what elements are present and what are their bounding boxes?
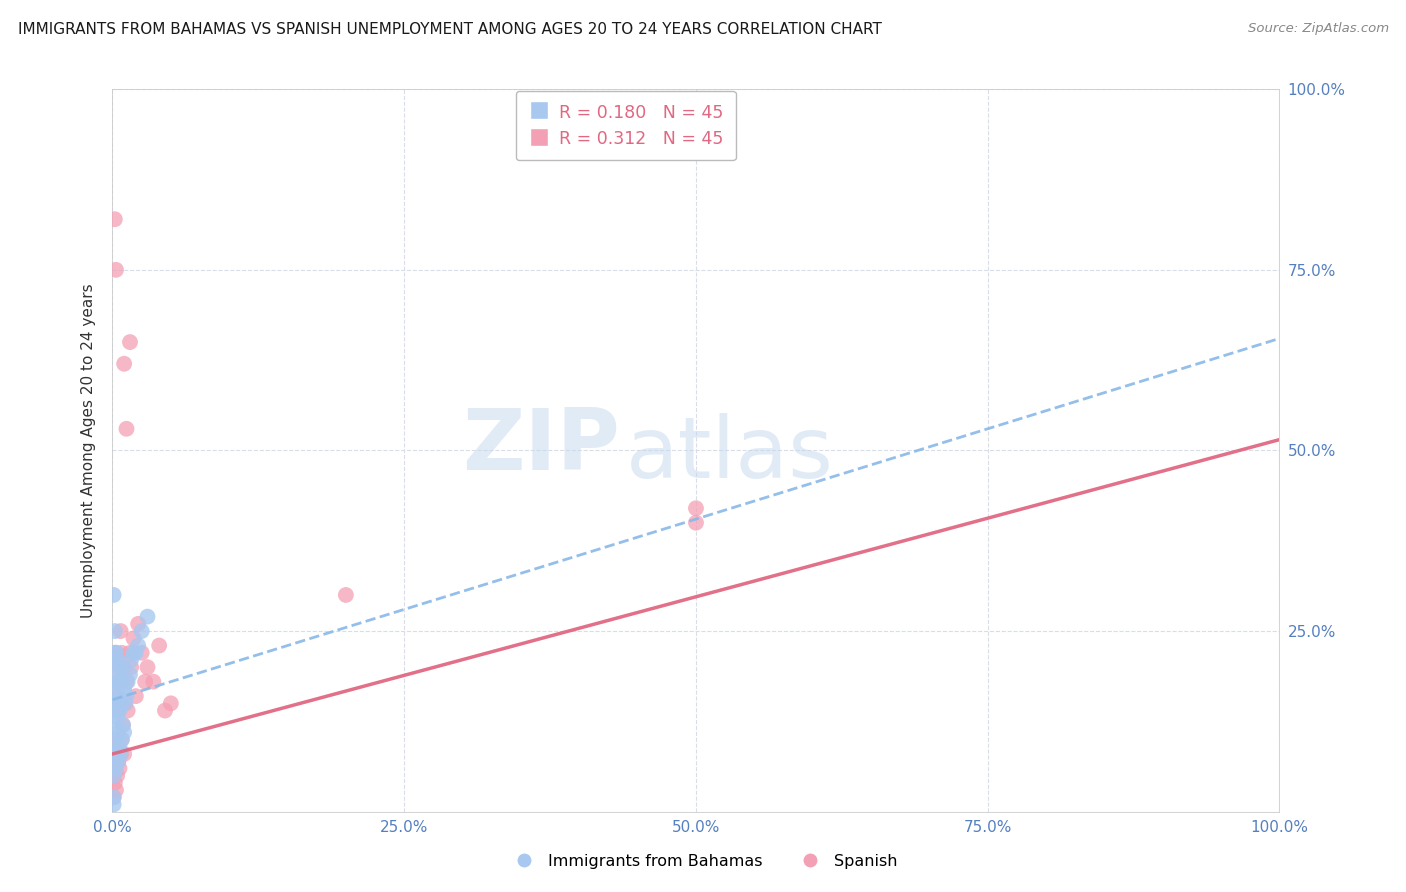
Point (104, 624, 127, 639)
Point (115, 689, 138, 703)
Text: Source: ZipAtlas.com: Source: ZipAtlas.com (1249, 22, 1389, 36)
Point (104, 732, 127, 747)
Point (104, 689, 127, 703)
Point (103, 739, 125, 754)
Point (104, 696, 127, 710)
Point (105, 653, 128, 667)
Point (136, 660, 159, 674)
Point (111, 674, 134, 689)
Point (104, 689, 127, 703)
Point (104, 747, 127, 761)
Point (120, 660, 142, 674)
Point (125, 646, 148, 660)
Point (111, 718, 134, 732)
Point (136, 609, 159, 624)
Point (335, 588, 357, 602)
Point (103, 790, 125, 805)
Point (111, 732, 134, 747)
Point (104, 732, 127, 747)
Point (104, 718, 127, 732)
Point (685, 516, 707, 530)
Point (105, 674, 128, 689)
Point (114, 696, 136, 710)
Point (160, 696, 183, 710)
Point (104, 212, 127, 227)
Point (105, 711, 128, 725)
Point (112, 747, 135, 761)
Point (108, 739, 131, 754)
Point (107, 660, 129, 674)
Text: ZIP: ZIP (463, 405, 620, 488)
Point (112, 660, 135, 674)
Point (127, 616, 149, 631)
Point (110, 747, 132, 761)
Point (110, 624, 132, 639)
Point (114, 696, 136, 710)
Point (111, 646, 134, 660)
Legend: Immigrants from Bahamas, Spanish: Immigrants from Bahamas, Spanish (502, 847, 904, 875)
Point (105, 769, 128, 783)
Point (112, 681, 135, 696)
Point (122, 632, 145, 646)
Point (104, 674, 127, 689)
Legend: R = 0.180   N = 45, R = 0.312   N = 45: R = 0.180 N = 45, R = 0.312 N = 45 (516, 91, 735, 161)
Point (104, 646, 127, 660)
Point (122, 646, 145, 660)
Point (110, 747, 132, 761)
Point (104, 660, 127, 674)
Point (104, 262, 127, 277)
Point (111, 718, 134, 732)
Point (103, 588, 125, 602)
Point (142, 674, 165, 689)
Point (148, 639, 170, 653)
Point (108, 660, 131, 674)
Point (103, 769, 125, 783)
Point (104, 761, 127, 775)
Point (107, 689, 129, 703)
Point (120, 653, 142, 667)
Point (103, 747, 125, 761)
Point (111, 732, 134, 747)
Point (108, 761, 131, 775)
Point (103, 790, 125, 805)
Point (103, 797, 125, 812)
Point (118, 667, 141, 681)
Point (104, 646, 127, 660)
Point (107, 754, 129, 768)
Point (131, 646, 153, 660)
Point (118, 646, 141, 660)
Point (131, 624, 153, 639)
Point (107, 674, 129, 689)
Point (153, 704, 176, 718)
Point (104, 646, 127, 660)
Point (118, 334, 141, 349)
Point (117, 704, 139, 718)
Point (108, 704, 131, 718)
Point (104, 783, 127, 797)
Point (104, 776, 127, 790)
Point (110, 696, 132, 710)
Point (115, 674, 138, 689)
Point (107, 754, 129, 768)
Point (134, 674, 156, 689)
Point (107, 725, 129, 739)
Point (105, 704, 128, 718)
Point (105, 747, 128, 761)
Point (115, 422, 138, 436)
Y-axis label: Unemployment Among Ages 20 to 24 years: Unemployment Among Ages 20 to 24 years (80, 283, 96, 618)
Point (112, 357, 135, 371)
Point (112, 725, 135, 739)
Point (103, 769, 125, 783)
Point (108, 674, 131, 689)
Point (127, 639, 149, 653)
Point (111, 660, 134, 674)
Point (117, 674, 139, 689)
Point (685, 501, 707, 516)
Text: atlas: atlas (626, 413, 834, 496)
Point (125, 689, 148, 703)
Text: IMMIGRANTS FROM BAHAMAS VS SPANISH UNEMPLOYMENT AMONG AGES 20 TO 24 YEARS CORREL: IMMIGRANTS FROM BAHAMAS VS SPANISH UNEMP… (18, 22, 882, 37)
Point (104, 704, 127, 718)
